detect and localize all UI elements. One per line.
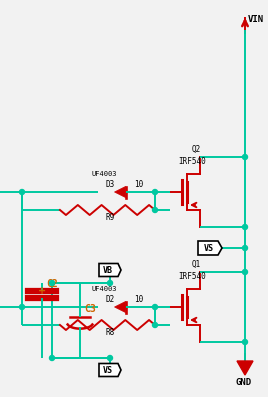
Text: 10: 10 bbox=[134, 295, 143, 304]
Text: Q1: Q1 bbox=[192, 260, 201, 269]
Circle shape bbox=[243, 339, 248, 345]
Circle shape bbox=[243, 245, 248, 251]
Text: VS: VS bbox=[103, 366, 113, 375]
Text: C3: C3 bbox=[84, 304, 96, 314]
Text: Q2: Q2 bbox=[192, 145, 201, 154]
Text: UF4003: UF4003 bbox=[92, 171, 117, 177]
Circle shape bbox=[152, 189, 158, 195]
Circle shape bbox=[152, 304, 158, 310]
Text: VS: VS bbox=[204, 244, 214, 253]
Polygon shape bbox=[99, 364, 121, 376]
Circle shape bbox=[50, 281, 54, 285]
Text: R9: R9 bbox=[105, 213, 114, 222]
Circle shape bbox=[243, 224, 248, 229]
Text: UF4003: UF4003 bbox=[92, 286, 117, 292]
Circle shape bbox=[50, 355, 54, 360]
Text: R8: R8 bbox=[105, 328, 114, 337]
Circle shape bbox=[152, 322, 158, 328]
Text: VIN: VIN bbox=[248, 15, 264, 24]
Text: GND: GND bbox=[235, 378, 251, 387]
Text: D3: D3 bbox=[106, 180, 115, 189]
Circle shape bbox=[20, 304, 24, 310]
Text: C2: C2 bbox=[46, 279, 58, 289]
Text: D2: D2 bbox=[106, 295, 115, 304]
Polygon shape bbox=[114, 301, 125, 312]
Text: IRF540: IRF540 bbox=[178, 272, 206, 281]
Circle shape bbox=[152, 208, 158, 212]
Circle shape bbox=[107, 281, 113, 285]
Circle shape bbox=[243, 270, 248, 274]
Polygon shape bbox=[198, 241, 222, 255]
Polygon shape bbox=[114, 187, 125, 197]
Circle shape bbox=[107, 355, 113, 360]
Circle shape bbox=[20, 189, 24, 195]
Text: 10: 10 bbox=[134, 180, 143, 189]
Polygon shape bbox=[99, 264, 121, 276]
Text: VB: VB bbox=[103, 266, 113, 275]
Circle shape bbox=[243, 154, 248, 160]
Text: IRF540: IRF540 bbox=[178, 157, 206, 166]
Text: +: + bbox=[38, 286, 46, 296]
Polygon shape bbox=[237, 361, 253, 375]
